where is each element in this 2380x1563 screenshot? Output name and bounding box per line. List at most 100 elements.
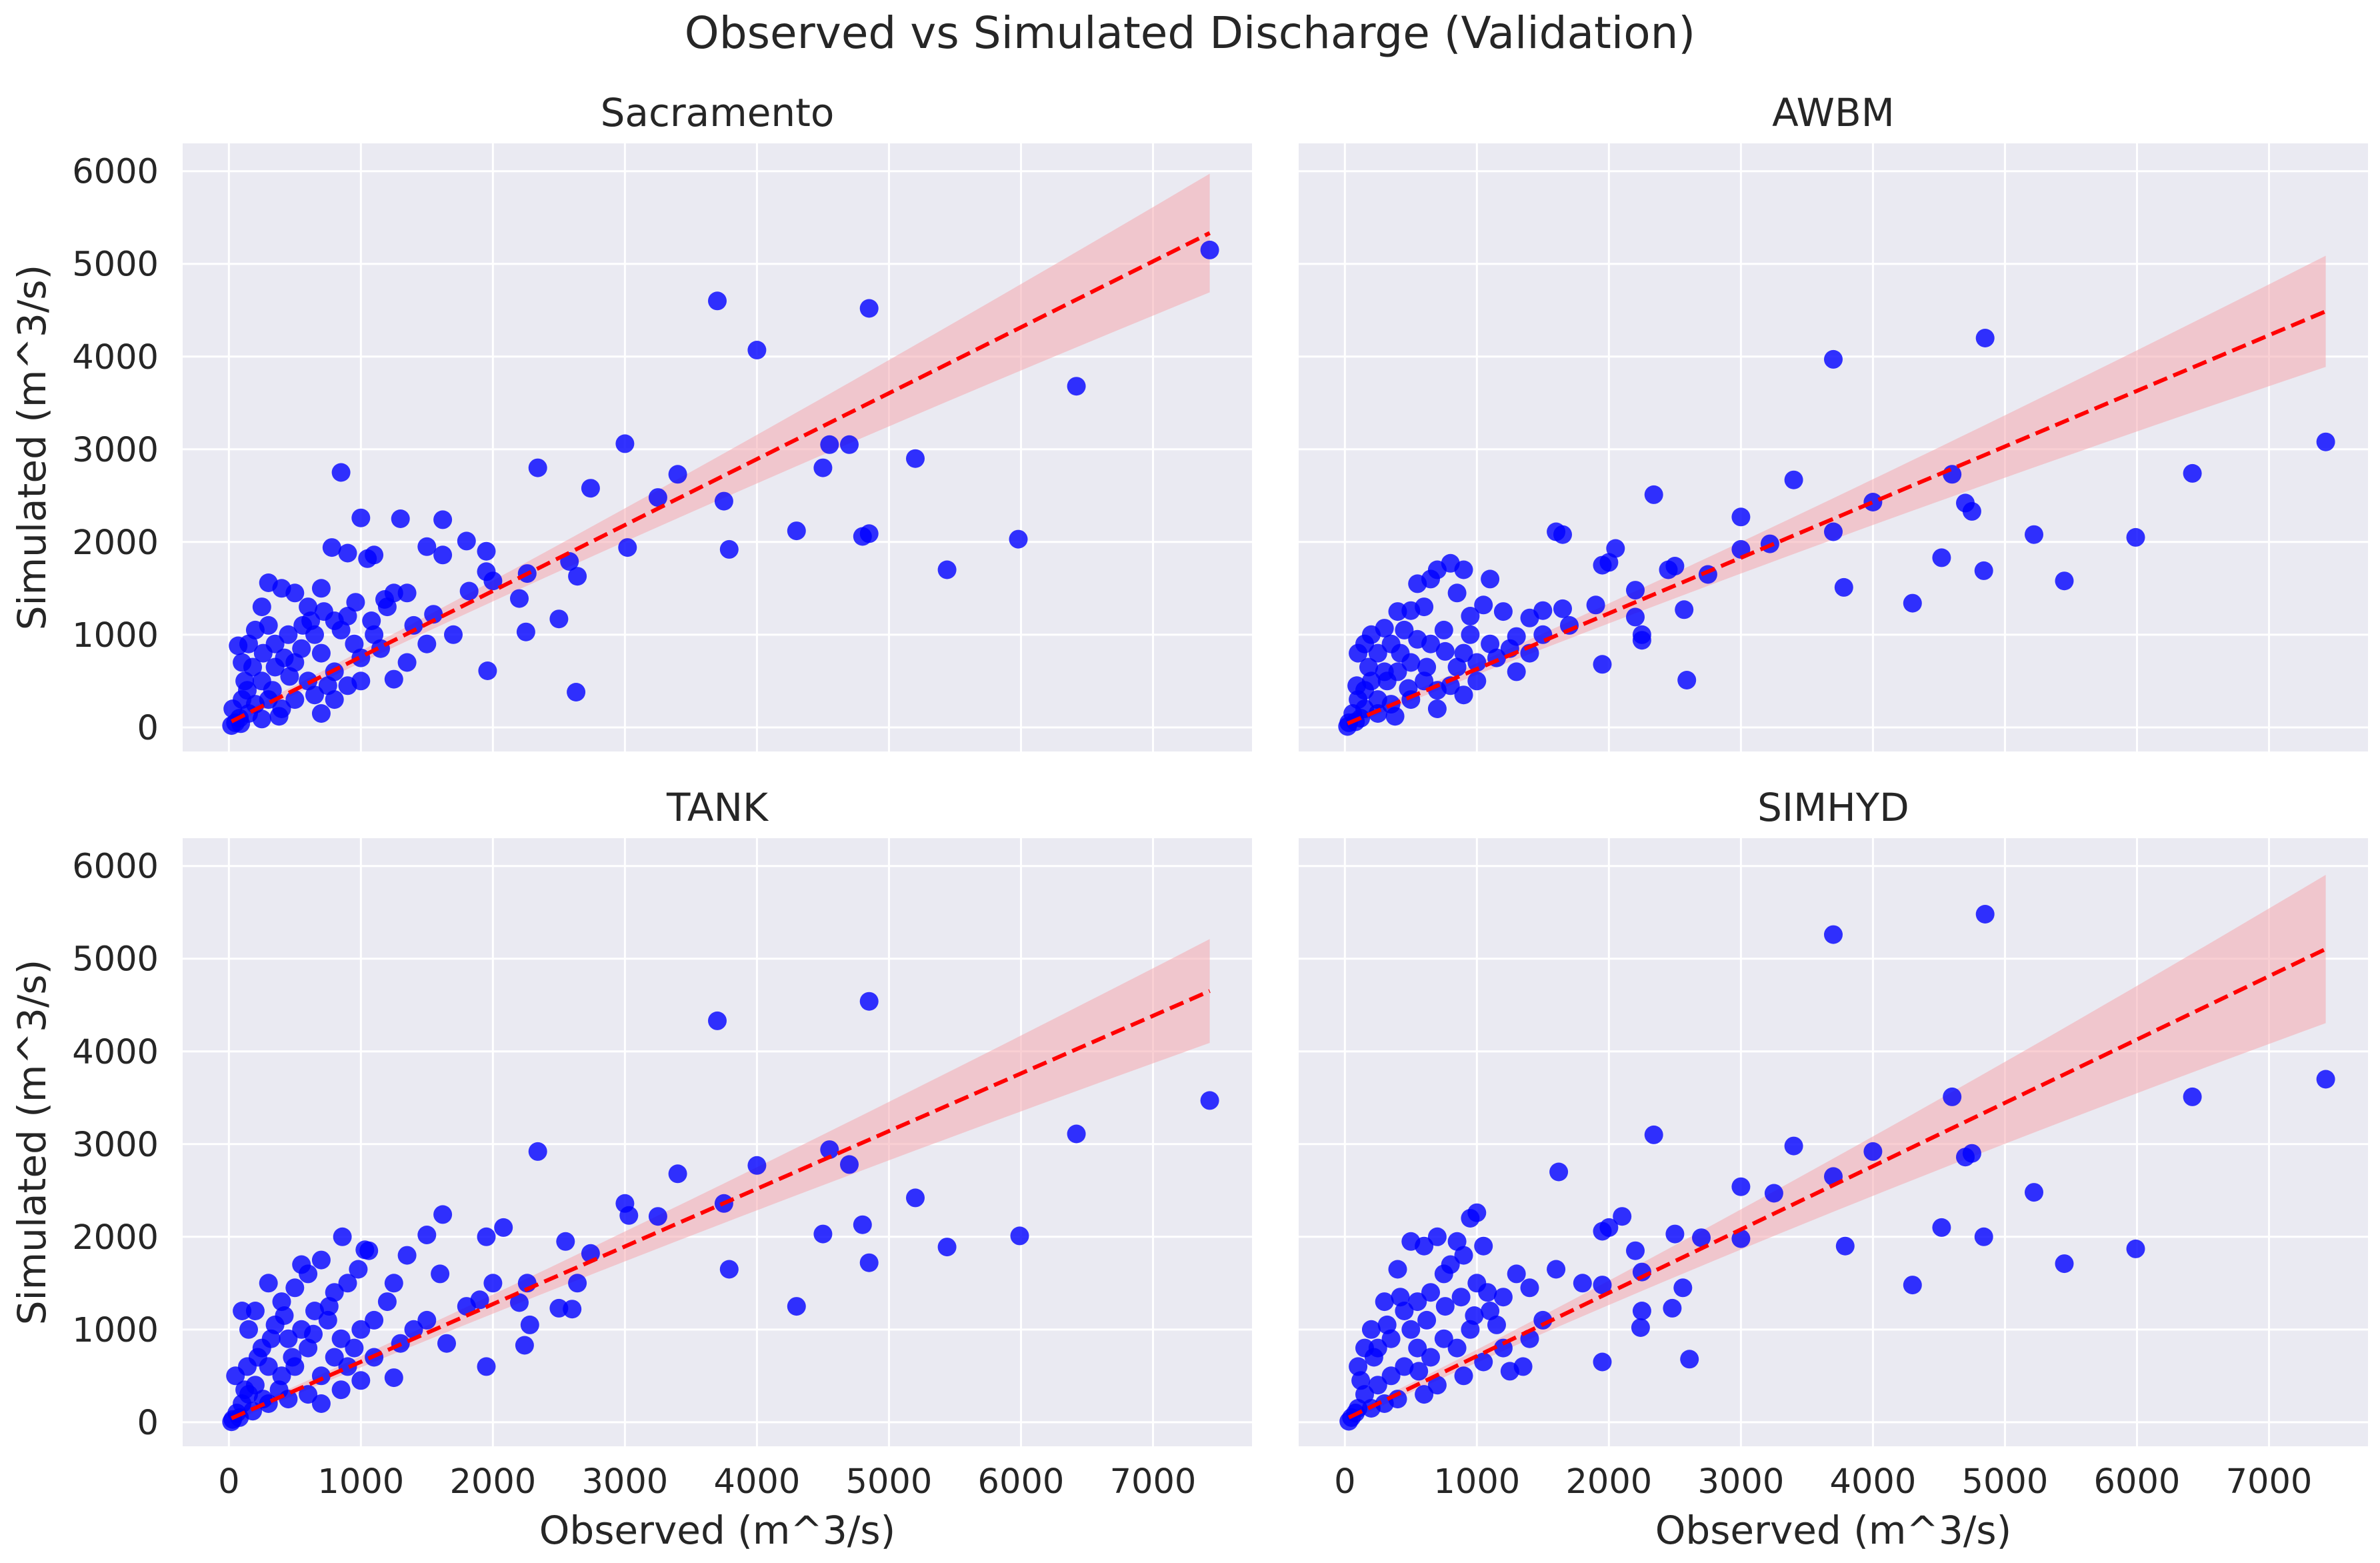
scatter-point [906,449,925,468]
scatter-point [1644,485,1663,504]
scatter-point [404,1320,423,1339]
scatter-point [424,605,443,624]
scatter-point [528,458,547,477]
scatter-point [840,1155,859,1174]
y-tick-label: 6000 [72,153,159,192]
scatter-point [1447,583,1467,603]
scatter-point [238,1357,257,1376]
regression-line [231,989,1211,1420]
scatter-point [648,488,667,507]
panel-title: AWBM [1772,90,1895,135]
scatter-point [1835,1236,1855,1256]
x-tick-label: 2000 [1565,1462,1652,1502]
scatter-point [304,1324,323,1344]
x-tick-label: 4000 [714,1462,801,1502]
scatter-point [1385,707,1405,726]
scatter-point [325,1348,344,1367]
scatter-point [1408,629,1427,649]
scatter-point [272,1366,291,1386]
x-tick-label: 5000 [846,1462,933,1502]
scatter-point [333,1227,352,1246]
panel-title: Sacramento [601,90,835,135]
scatter-point [319,1297,339,1316]
regression-line [1347,947,2327,1420]
scatter-point [1421,1283,1440,1302]
scatter-point [1631,1318,1650,1337]
scatter-point [619,1206,639,1225]
plot-area [183,143,1252,751]
scatter-point [2025,525,2043,544]
y-tick-label: 6000 [72,848,159,887]
scatter-point [293,615,313,635]
scatter-point [338,676,357,695]
scatter-point [1421,1348,1440,1367]
scatter-point [668,465,687,484]
scatter-point [351,508,371,527]
scatter-point [747,341,767,359]
y-axis-label: Simulated (m^3/s) [9,265,55,631]
panels: Sacramento 0 1000 2000 3000 4000 5000 6000 Simul… [9,90,2368,1553]
scatter-point [787,1297,806,1316]
scatter-point [1391,1288,1410,1307]
regression-line [230,231,1211,723]
scatter-point [431,1264,450,1284]
scatter-point [417,1226,437,1244]
scatter-point [515,1336,534,1355]
scatter-point [1359,657,1378,677]
scatter-point [581,479,600,498]
scatter-point [338,543,357,563]
scatter-point [1520,608,1539,627]
scatter-point [708,1011,727,1030]
scatter-point [937,1238,957,1257]
scatter-point [285,690,305,709]
scatter-point [520,1315,539,1334]
scatter-point [1368,704,1387,723]
scatter-point [853,527,872,546]
scatter-point [1784,1136,1803,1156]
scatter-point [1349,1357,1368,1376]
scatter-point [331,1329,351,1348]
scatter-point [261,1329,281,1348]
scatter-point [384,583,403,603]
scatter-point [1493,1288,1513,1307]
x-tick-label: 6000 [2094,1462,2181,1502]
scatter-point [362,611,381,630]
scatter-point [1553,599,1572,618]
y-tick-label: 5000 [72,245,159,285]
scatter-point [1415,1385,1434,1404]
scatter-point [813,458,833,477]
scatter-point [1408,574,1427,593]
scatter-point [1974,561,1993,580]
scatter-point [1434,1329,1453,1348]
scatter-point [433,545,453,565]
scatter-point [305,1302,324,1320]
scatter-point [1368,1376,1387,1395]
scatter-point [292,1255,311,1274]
scatter-point [318,676,337,695]
scatter-point [1956,1148,1975,1167]
scatter-point [1377,671,1397,691]
x-tick-label: 0 [218,1462,239,1502]
scatter-point [322,538,341,557]
scatter-point [1943,1087,1962,1106]
scatter-point [311,579,331,598]
scatter-point [243,657,262,677]
scatter-point [1417,1310,1437,1330]
y-tick-label: 2000 [72,523,159,563]
scatter-point [437,1334,456,1353]
scatter-point [305,685,324,705]
scatter-point [1974,1227,1993,1246]
x-tick-label: 1000 [1433,1462,1520,1502]
scatter-point [1447,657,1467,677]
scatter-point [1975,329,1995,347]
scatter-point [478,661,497,680]
scatter-point [1364,1348,1383,1367]
scatter-point [1388,1260,1407,1279]
scatter-point [417,634,437,653]
scatter-point [1395,1357,1414,1376]
scatter-point [269,1380,289,1400]
scatter-point [1368,643,1387,663]
scatter-point [1461,607,1480,625]
scatter-point [318,1310,337,1330]
scatter-point [1507,1264,1526,1284]
